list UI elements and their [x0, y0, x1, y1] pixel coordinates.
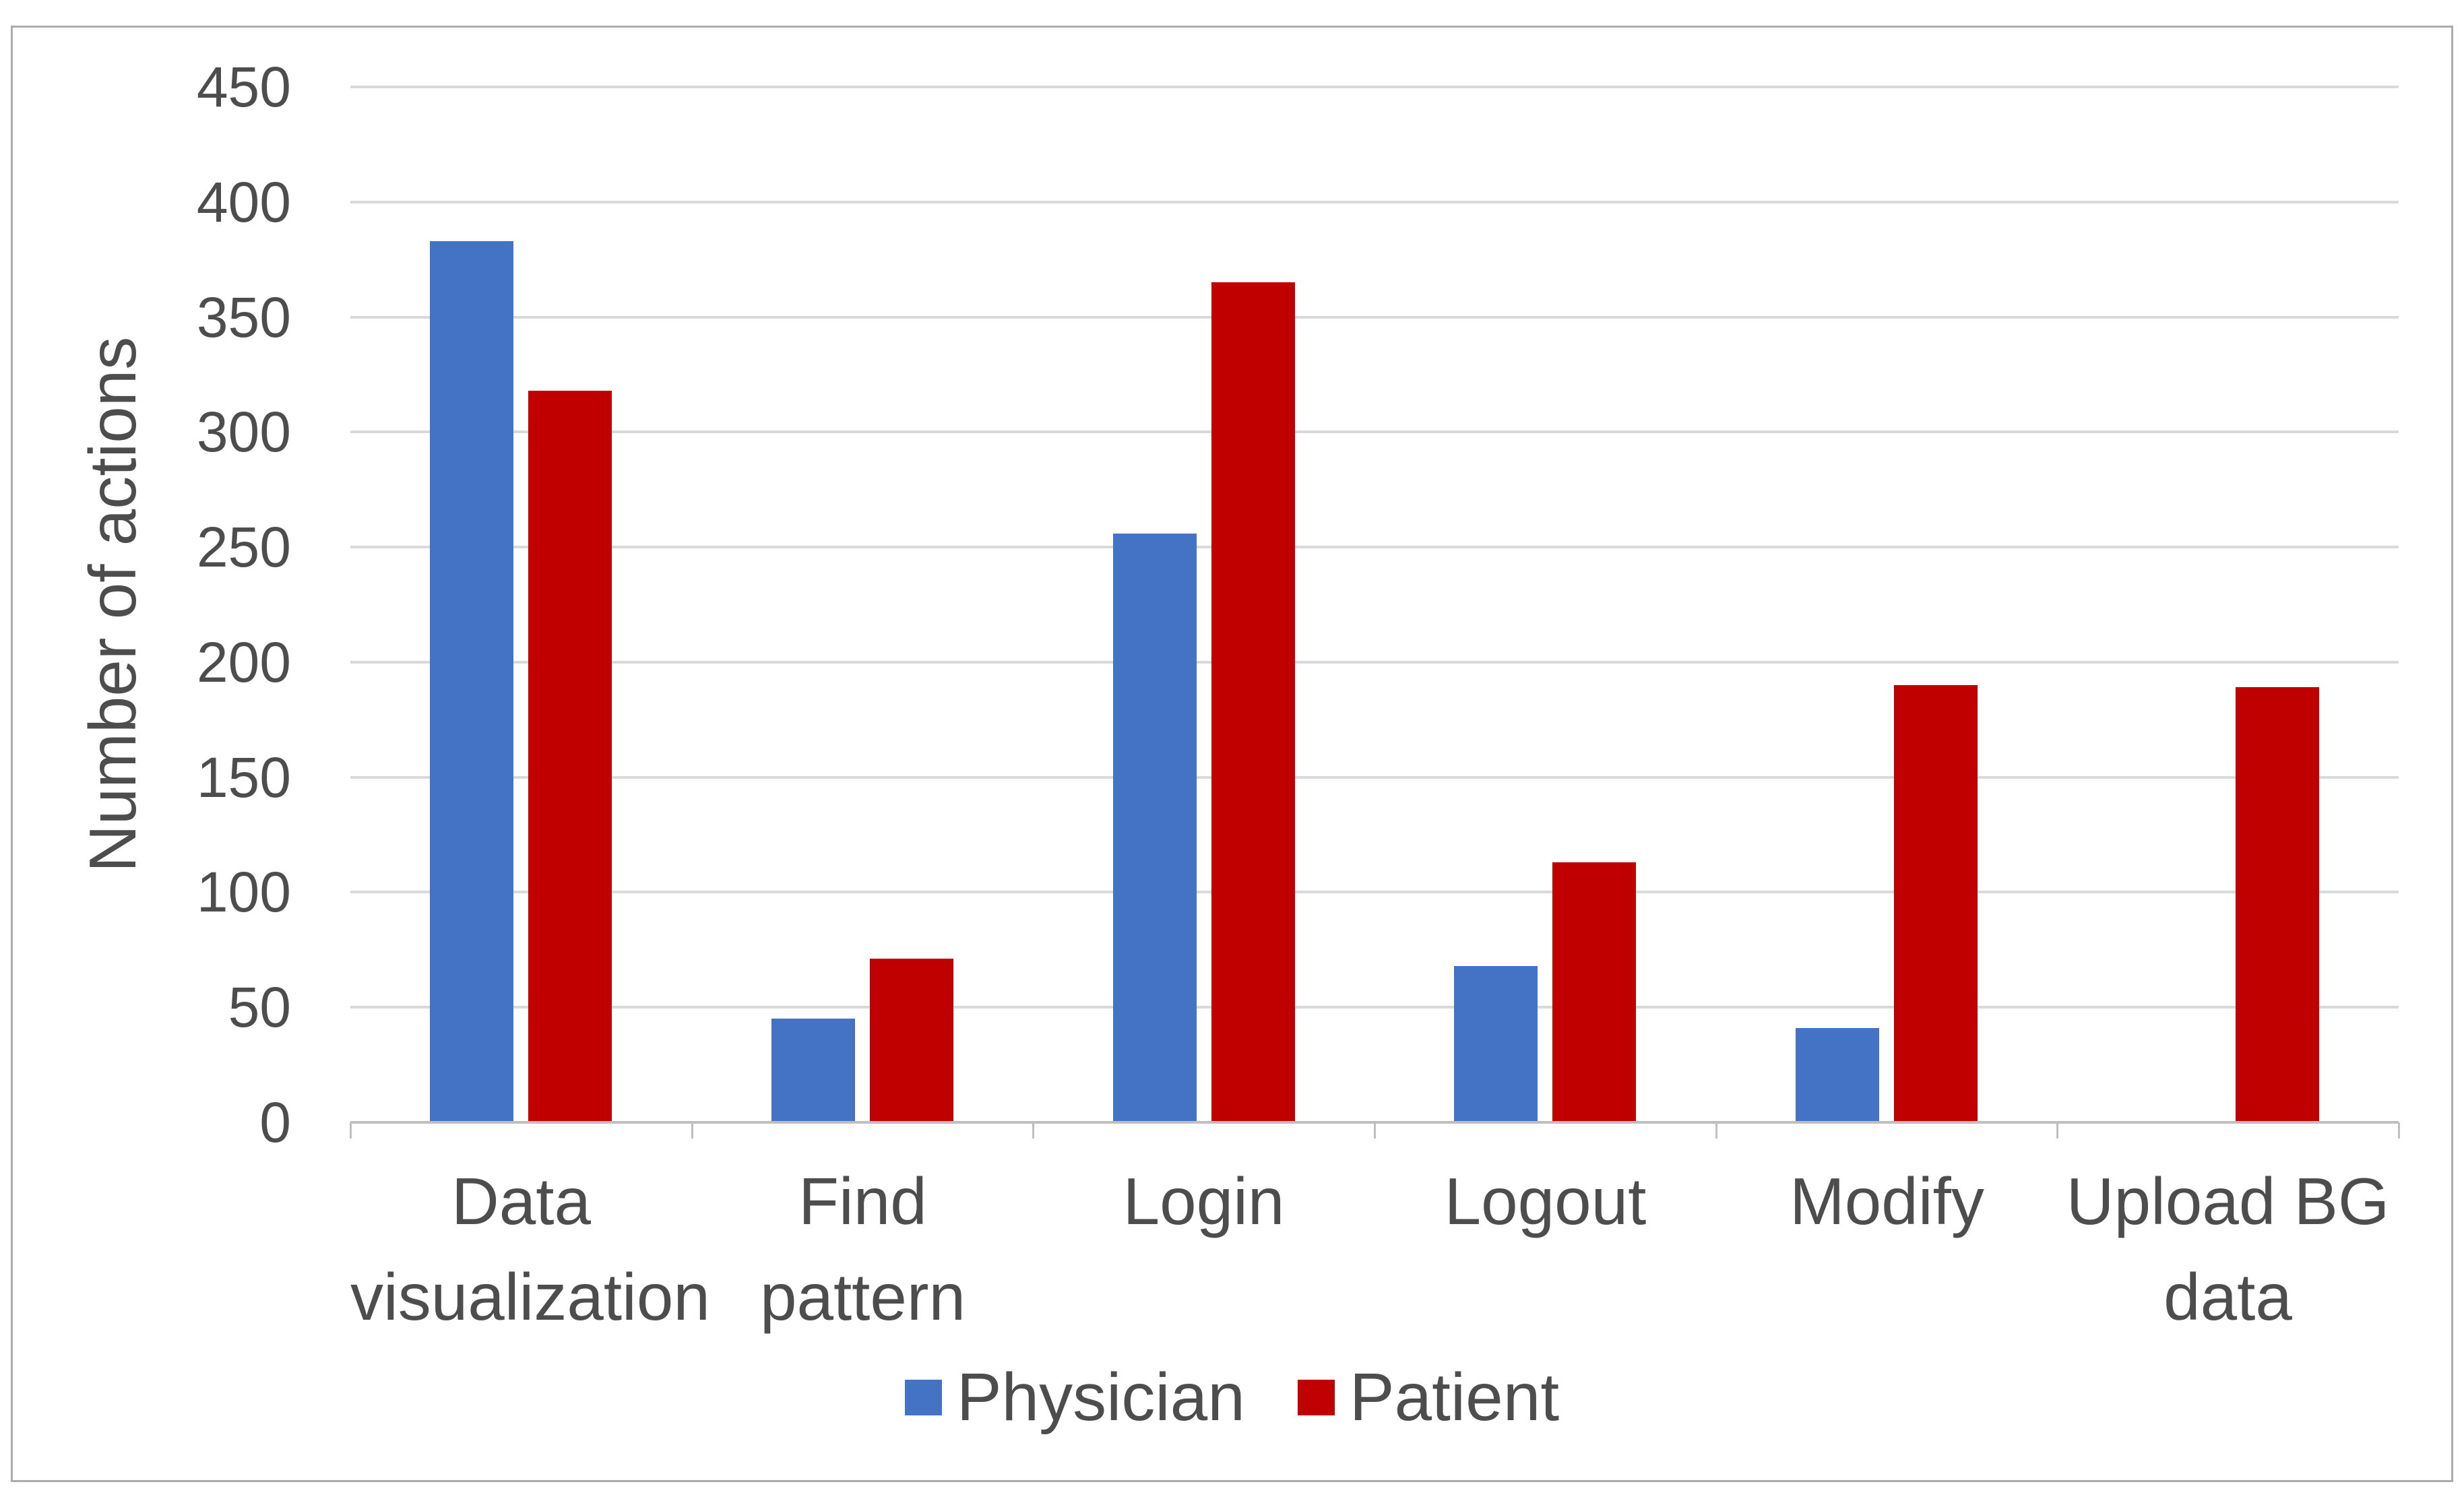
bar-patient-find-pattern	[870, 959, 953, 1122]
bar-physician-modify	[1796, 1028, 1879, 1122]
category-label-data-visualization: Data visualization	[350, 1164, 710, 1335]
x-axis-tick-6	[2398, 1122, 2400, 1139]
gridline-50	[350, 1006, 2399, 1009]
gridline-400	[350, 200, 2399, 203]
bar-physician-data-visualization	[430, 241, 513, 1122]
legend-label-patient: Patient	[1349, 1359, 1560, 1435]
category-label-upload-bg-data: Upload BG data	[2066, 1164, 2390, 1335]
y-axis-title: Number of actions	[75, 336, 150, 873]
bar-patient-upload-bg-data	[2236, 687, 2319, 1122]
legend-item-physician: Physician	[904, 1359, 1245, 1435]
bar-patient-modify	[1894, 685, 1978, 1122]
gridline-300	[350, 430, 2399, 434]
x-axis-tick-0	[350, 1122, 352, 1139]
gridline-200	[350, 660, 2399, 664]
bar-physician-find-pattern	[771, 1019, 855, 1122]
y-tick-label-100: 100	[196, 860, 291, 924]
bar-patient-login	[1211, 282, 1295, 1122]
y-tick-label-350: 350	[196, 285, 291, 349]
category-label-logout: Logout	[1444, 1164, 1647, 1238]
bar-physician-login	[1113, 534, 1197, 1122]
legend-marker-patient	[1297, 1379, 1335, 1415]
x-axis-tick-4	[1715, 1122, 1717, 1139]
category-label-login: Login	[1123, 1164, 1285, 1238]
y-tick-label-150: 150	[196, 745, 291, 809]
y-tick-label-50: 50	[228, 975, 291, 1039]
y-tick-label-400: 400	[196, 170, 291, 234]
y-tick-label-300: 300	[196, 400, 291, 464]
y-tick-label-0: 0	[259, 1091, 291, 1154]
bar-patient-logout	[1552, 862, 1636, 1122]
category-label-modify: Modify	[1790, 1164, 1984, 1238]
legend-label-physician: Physician	[956, 1359, 1245, 1435]
gridline-350	[350, 315, 2399, 319]
legend-item-patient: Patient	[1297, 1359, 1560, 1435]
x-axis-tick-3	[1374, 1122, 1376, 1139]
x-axis-tick-1	[691, 1122, 693, 1139]
gridline-100	[350, 891, 2399, 894]
bar-physician-logout	[1454, 966, 1538, 1122]
y-tick-label-450: 450	[196, 55, 291, 119]
y-tick-label-200: 200	[196, 630, 291, 694]
gridline-150	[350, 775, 2399, 779]
category-label-find-pattern: Find pattern	[759, 1164, 966, 1335]
legend: Physician Patient	[0, 1357, 2464, 1438]
gridline-250	[350, 546, 2399, 549]
gridline-450	[350, 86, 2399, 88]
legend-marker-physician	[904, 1379, 942, 1415]
bar-patient-data-visualization	[528, 391, 612, 1122]
x-axis-tick-2	[1032, 1122, 1034, 1139]
y-tick-label-250: 250	[196, 515, 291, 579]
x-axis-tick-5	[2056, 1122, 2058, 1139]
